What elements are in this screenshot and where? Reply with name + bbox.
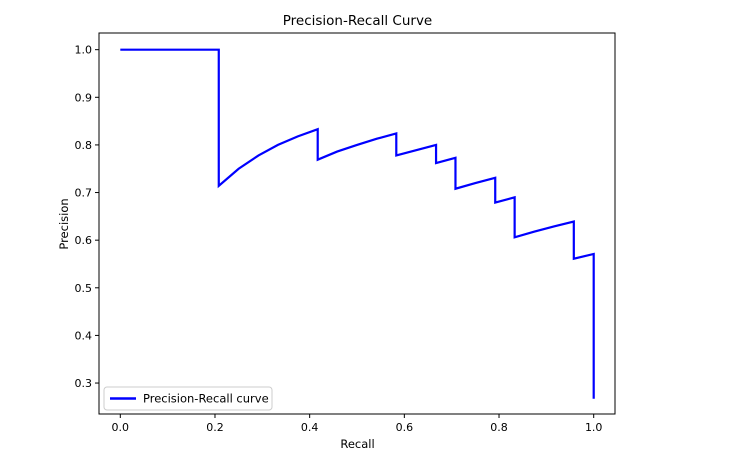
y-tick-label: 0.6 (75, 234, 93, 247)
y-tick-label: 0.8 (75, 139, 93, 152)
x-tick-label: 0.4 (301, 421, 319, 434)
legend: Precision-Recall curve (103, 386, 273, 411)
x-tick-label: 0.2 (206, 421, 224, 434)
x-tick-label: 1.0 (585, 421, 603, 434)
x-tick-label: 0.0 (112, 421, 130, 434)
legend-label: Precision-Recall curve (143, 392, 269, 406)
x-axis-title: Recall (340, 437, 374, 451)
plot-frame (98, 32, 616, 415)
x-axis: 0.0 0.2 0.4 0.6 0.8 1.0 (112, 414, 603, 434)
y-tick-label: 0.4 (75, 329, 93, 342)
y-axis-title: Precision (57, 198, 71, 249)
x-tick-label: 0.8 (490, 421, 508, 434)
y-tick-label: 1.0 (75, 44, 93, 57)
y-tick-label: 0.5 (75, 282, 93, 295)
y-axis: 0.3 0.4 0.5 0.6 0.7 0.8 0.9 1.0 (75, 44, 99, 390)
series-line-0 (120, 48, 595, 399)
y-tick-label: 0.7 (75, 187, 93, 200)
x-tick-label: 0.6 (396, 421, 414, 434)
legend-box (103, 386, 273, 411)
plot-area (99, 33, 615, 414)
series-group (120, 48, 595, 399)
chart-title: Precision-Recall Curve (283, 13, 433, 29)
y-tick-label: 0.9 (75, 91, 93, 104)
y-tick-label: 0.3 (75, 377, 93, 390)
